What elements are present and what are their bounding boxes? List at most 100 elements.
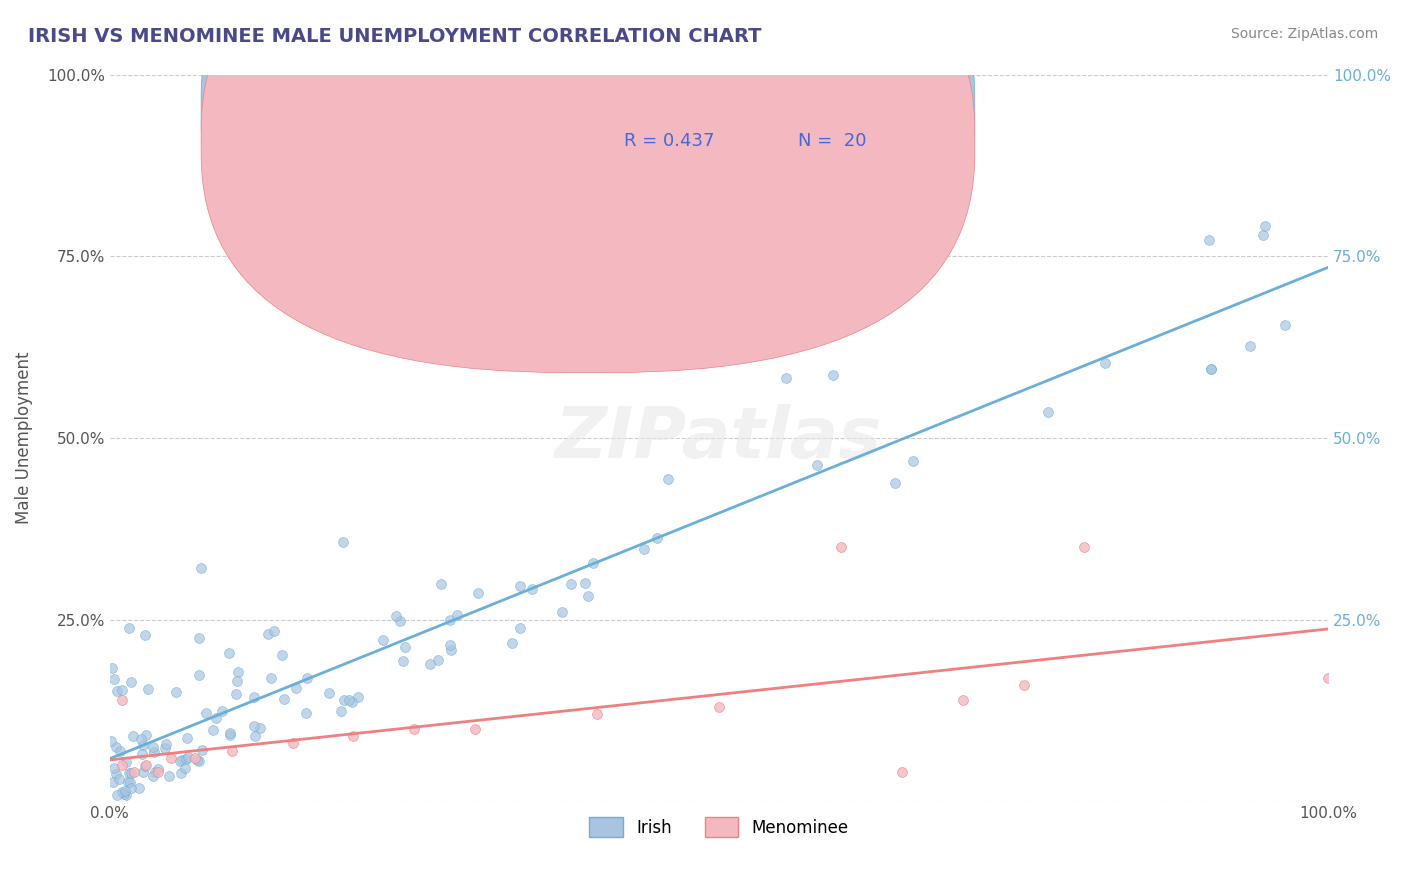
Point [101, 660, 124, 674]
Point [337, 692, 360, 706]
Point [645, 531, 668, 545]
Point [1073, 540, 1095, 554]
FancyBboxPatch shape [201, 0, 974, 373]
Point [143, 745, 166, 759]
Point [1012, 678, 1035, 692]
Point [120, 780, 142, 795]
FancyBboxPatch shape [536, 82, 950, 169]
Point [105, 684, 128, 698]
Point [1199, 361, 1222, 376]
Point [194, 706, 217, 721]
Point [1199, 362, 1222, 376]
Point [112, 787, 135, 801]
Point [260, 671, 283, 685]
Point [177, 749, 200, 764]
Point [332, 693, 354, 707]
Point [114, 784, 136, 798]
Point [373, 632, 395, 647]
Point [522, 582, 544, 597]
Y-axis label: Male Unemployment: Male Unemployment [15, 351, 32, 524]
Point [1239, 338, 1261, 352]
Point [273, 692, 295, 706]
Point [190, 561, 212, 575]
Point [135, 758, 157, 772]
Point [285, 681, 308, 696]
Point [467, 586, 489, 600]
Point [111, 693, 134, 707]
Point [155, 737, 177, 751]
Point [242, 690, 264, 705]
Point [186, 753, 208, 767]
Point [173, 761, 195, 775]
Text: N = 124: N = 124 [799, 100, 873, 118]
Point [1251, 227, 1274, 242]
Point [332, 535, 354, 549]
Text: R = 0.437: R = 0.437 [624, 132, 714, 151]
Point [165, 684, 187, 698]
Point [501, 636, 523, 650]
Point [135, 728, 157, 742]
Point [297, 671, 319, 685]
Point [419, 657, 441, 672]
Point [132, 738, 155, 752]
Point [249, 721, 271, 735]
Point [142, 739, 165, 754]
Point [430, 576, 453, 591]
Point [775, 371, 797, 385]
Point [100, 734, 122, 748]
Point [347, 690, 370, 705]
Point [118, 621, 141, 635]
Point [187, 668, 209, 682]
Point [226, 674, 249, 689]
Point [118, 765, 141, 780]
Point [256, 627, 278, 641]
Point [551, 605, 574, 619]
Text: ZIPatlas: ZIPatlas [555, 403, 883, 473]
Point [952, 693, 974, 707]
Point [1274, 318, 1296, 333]
Point [122, 729, 145, 743]
Point [281, 736, 304, 750]
Point [159, 751, 181, 765]
Point [142, 769, 165, 783]
Point [188, 754, 211, 768]
Point [586, 707, 609, 722]
Point [111, 758, 134, 772]
Point [191, 743, 214, 757]
Point [115, 755, 138, 769]
Point [294, 706, 316, 720]
Point [131, 747, 153, 761]
Point [218, 646, 240, 660]
Text: N =  20: N = 20 [799, 132, 866, 151]
Point [148, 765, 170, 780]
Point [270, 648, 292, 662]
Point [446, 608, 468, 623]
Point [187, 632, 209, 646]
Point [129, 732, 152, 747]
Point [427, 653, 450, 667]
Point [136, 681, 159, 696]
Point [388, 614, 411, 628]
Point [120, 674, 142, 689]
Point [134, 628, 156, 642]
Point [560, 577, 582, 591]
Point [218, 726, 240, 740]
Point [576, 589, 599, 603]
Point [172, 753, 194, 767]
Point [806, 458, 828, 472]
Point [105, 788, 128, 802]
Point [318, 686, 340, 700]
Point [574, 575, 596, 590]
Point [111, 785, 134, 799]
Point [211, 704, 233, 718]
Text: Source: ZipAtlas.com: Source: ZipAtlas.com [1230, 27, 1378, 41]
Point [169, 754, 191, 768]
Point [103, 762, 125, 776]
Point [118, 774, 141, 789]
Point [439, 613, 461, 627]
Point [404, 722, 426, 736]
Point [340, 695, 363, 709]
Point [263, 624, 285, 639]
Point [184, 751, 207, 765]
Point [108, 744, 131, 758]
